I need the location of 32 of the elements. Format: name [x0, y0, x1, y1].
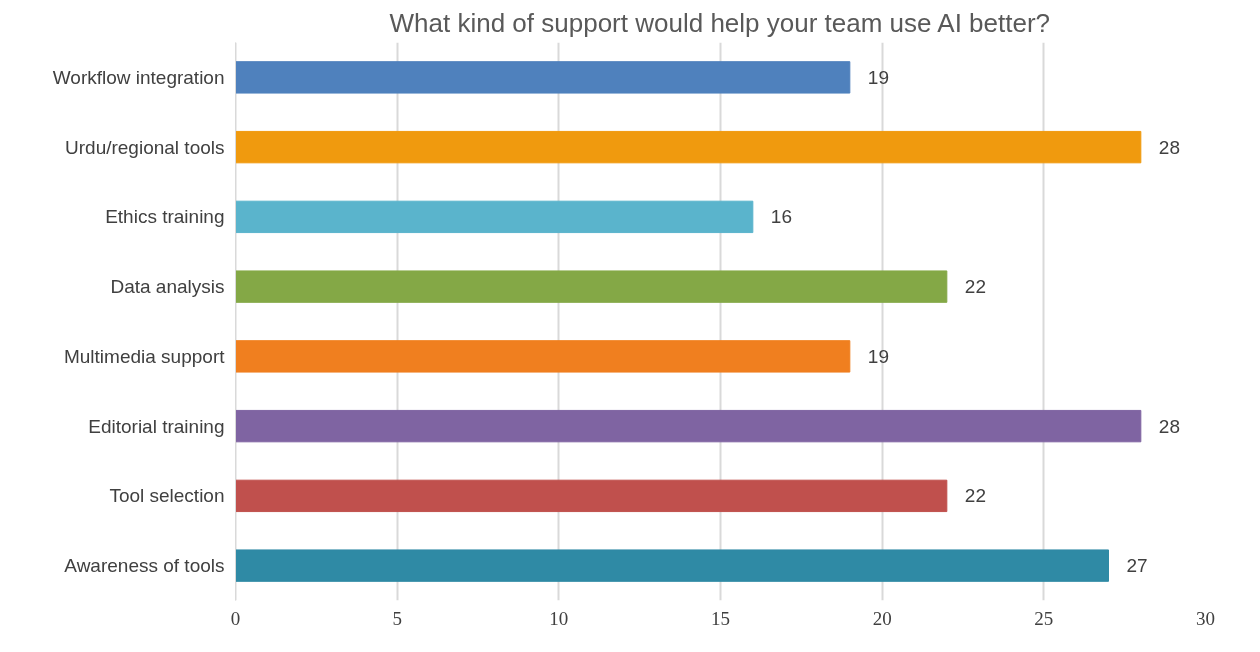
x-tick-label: 20 [872, 607, 892, 629]
y-tick-label: Urdu/regional tools [65, 136, 225, 158]
y-tick-label: Ethics training [105, 206, 225, 228]
data-label: 16 [770, 206, 792, 228]
data-label: 22 [964, 276, 986, 298]
data-label: 28 [1158, 136, 1180, 158]
data-label: 19 [867, 345, 889, 367]
bar [235, 61, 851, 94]
y-tick-label: Data analysis [110, 276, 225, 298]
x-tick-label: 10 [549, 607, 569, 629]
bar [235, 270, 948, 303]
bar [235, 479, 948, 513]
chart-title: What kind of support would help your team use AI better? [389, 7, 1051, 38]
x-tick-label: 5 [392, 607, 402, 629]
bar [235, 200, 754, 234]
y-tick-label: Multimedia support [63, 345, 226, 367]
y-tick-label: Editorial training [88, 415, 225, 437]
x-tick-label: 15 [711, 607, 730, 629]
data-label: 22 [964, 485, 986, 507]
y-tick-label: Workflow integration [52, 66, 225, 88]
y-tick-label: Tool selection [109, 485, 225, 507]
x-tick-label: 0 [230, 607, 241, 629]
data-label: 19 [867, 66, 889, 88]
data-label: 28 [1158, 415, 1180, 437]
bar [235, 409, 1142, 443]
x-tick-label: 25 [1034, 607, 1054, 629]
bar [235, 549, 1109, 582]
x-tick-label: 30 [1196, 607, 1215, 629]
bar [235, 130, 1142, 164]
y-tick-label: Awareness of tools [64, 555, 225, 577]
data-label: 27 [1126, 555, 1148, 577]
bar [235, 340, 851, 373]
